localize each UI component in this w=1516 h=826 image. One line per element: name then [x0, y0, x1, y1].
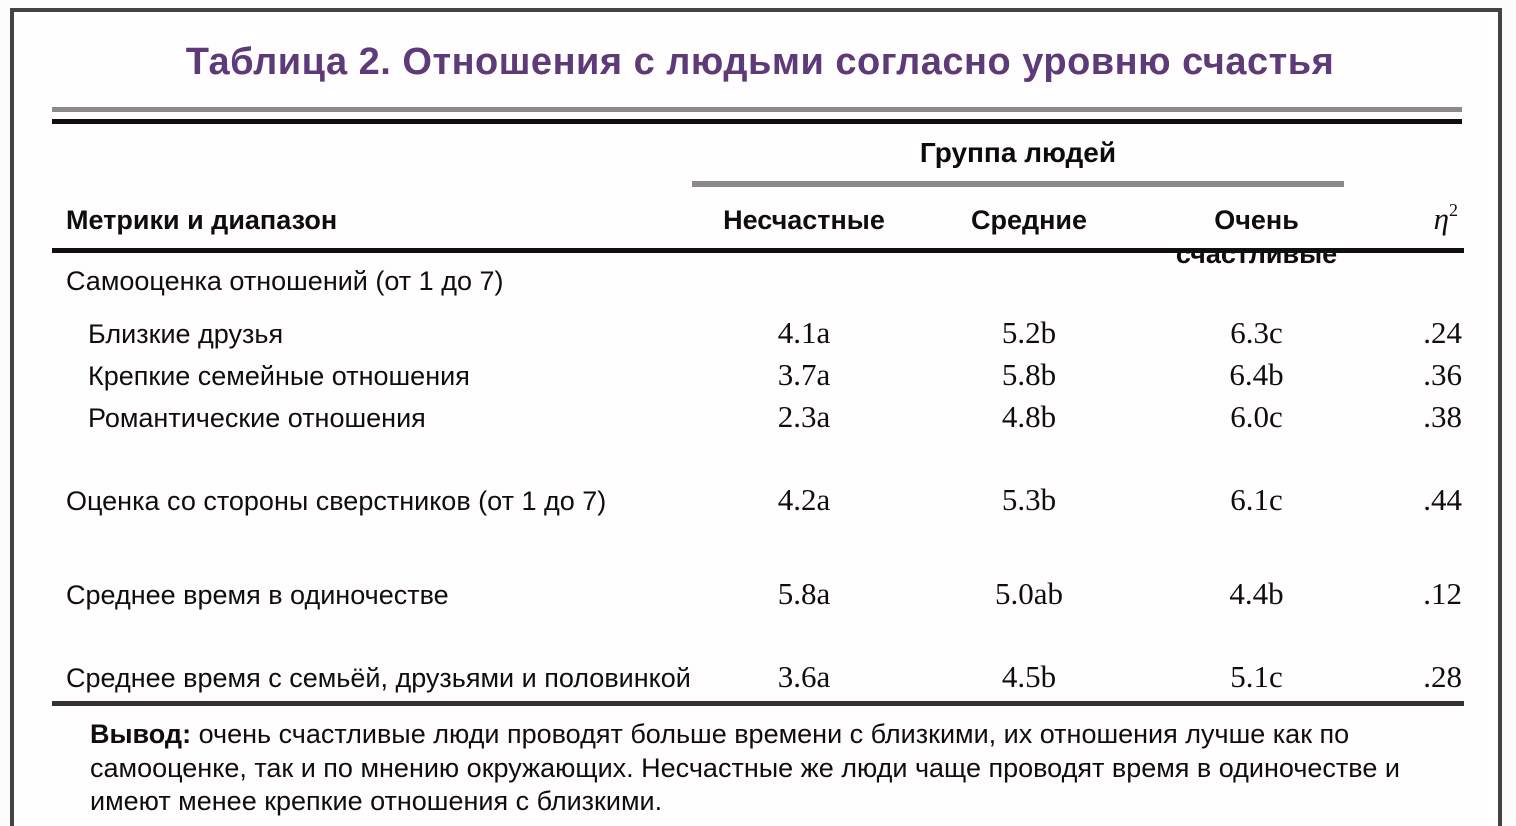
cell-unhappy: 3.6a — [777, 659, 831, 694]
table-header-row: Метрики и диапазон Несчастные Средние Оч… — [52, 200, 1462, 271]
cell-unhappy: 4.1a — [777, 315, 831, 350]
column-header-unhappy: Несчастные — [723, 205, 885, 235]
table-note: Вывод: очень счастливые люди проводят бо… — [90, 718, 1430, 819]
table-row: Среднее время в одиночестве 5.8a 5.0ab 4… — [52, 577, 1462, 612]
cell-eta: .28 — [1423, 659, 1462, 694]
cell-very-happy: 4.4b — [1229, 576, 1284, 611]
cell-average: 4.8b — [1001, 399, 1057, 434]
row-label: Близкие друзья — [88, 319, 284, 349]
top-rule-black — [52, 119, 1462, 124]
table-title: Таблица 2. Отношения с людьми согласно у… — [185, 41, 1335, 83]
column-group-underline — [692, 181, 1344, 187]
cell-unhappy: 4.2a — [777, 482, 831, 517]
column-header-very-happy: Очень счастливые — [1175, 205, 1338, 269]
row-label: Среднее время с семьёй, друзьями и полов… — [66, 663, 691, 693]
cell-very-happy: 6.1c — [1230, 482, 1283, 517]
cell-eta: .36 — [1423, 357, 1462, 392]
figure-border: Таблица 2. Отношения с людьми согласно у… — [10, 8, 1502, 826]
table-row: Романтические отношения 2.3a 4.8b 6.0c .… — [52, 400, 1462, 435]
eta-symbol: η — [1433, 201, 1449, 236]
cell-eta: .12 — [1423, 576, 1462, 611]
note-body: очень счастливые люди проводят больше вр… — [90, 719, 1400, 816]
row-label: Самооценка отношений (от 1 до 7) — [66, 266, 504, 296]
cell-unhappy: 2.3a — [777, 399, 831, 434]
table-row: Оценка со стороны сверстников (от 1 до 7… — [52, 483, 1462, 518]
column-header-eta-squared: η2 — [1369, 200, 1462, 240]
cell-unhappy: 3.7a — [777, 357, 831, 392]
top-rule-gray — [52, 107, 1462, 112]
row-label: Среднее время в одиночестве — [66, 580, 449, 610]
column-header-average: Средние — [970, 205, 1088, 235]
cell-eta: .44 — [1423, 482, 1462, 517]
table-row: Крепкие семейные отношения 3.7a 5.8b 6.4… — [52, 358, 1462, 393]
cell-average: 4.5b — [1001, 659, 1057, 694]
cell-unhappy: 5.8a — [777, 576, 831, 611]
column-group-header: Группа людей — [919, 137, 1117, 168]
row-label: Романтические отношения — [88, 403, 426, 433]
eta-superscript: 2 — [1449, 200, 1458, 220]
table-bottom-rule — [52, 701, 1464, 706]
cell-eta: .24 — [1423, 315, 1462, 350]
row-label: Крепкие семейные отношения — [88, 361, 470, 391]
cell-average: 5.3b — [1001, 482, 1057, 517]
cell-eta: .38 — [1423, 399, 1462, 434]
header-bottom-rule — [52, 248, 1464, 253]
cell-very-happy: 6.3c — [1230, 315, 1283, 350]
stub-header: Метрики и диапазон — [66, 205, 338, 235]
cell-average: 5.2b — [1001, 315, 1057, 350]
cell-average: 5.0ab — [994, 576, 1063, 611]
table-section-row: Самооценка отношений (от 1 до 7) — [52, 264, 1462, 298]
row-label: Оценка со стороны сверстников (от 1 до 7… — [66, 486, 607, 516]
cell-very-happy: 6.4b — [1229, 357, 1284, 392]
cell-very-happy: 5.1c — [1230, 659, 1283, 694]
cell-average: 5.8b — [1001, 357, 1057, 392]
table-row: Близкие друзья 4.1a 5.2b 6.3c .24 — [52, 316, 1462, 351]
table-row: Среднее время с семьёй, друзьями и полов… — [52, 660, 1462, 695]
cell-very-happy: 6.0c — [1230, 399, 1283, 434]
note-lead: Вывод: — [90, 719, 192, 749]
